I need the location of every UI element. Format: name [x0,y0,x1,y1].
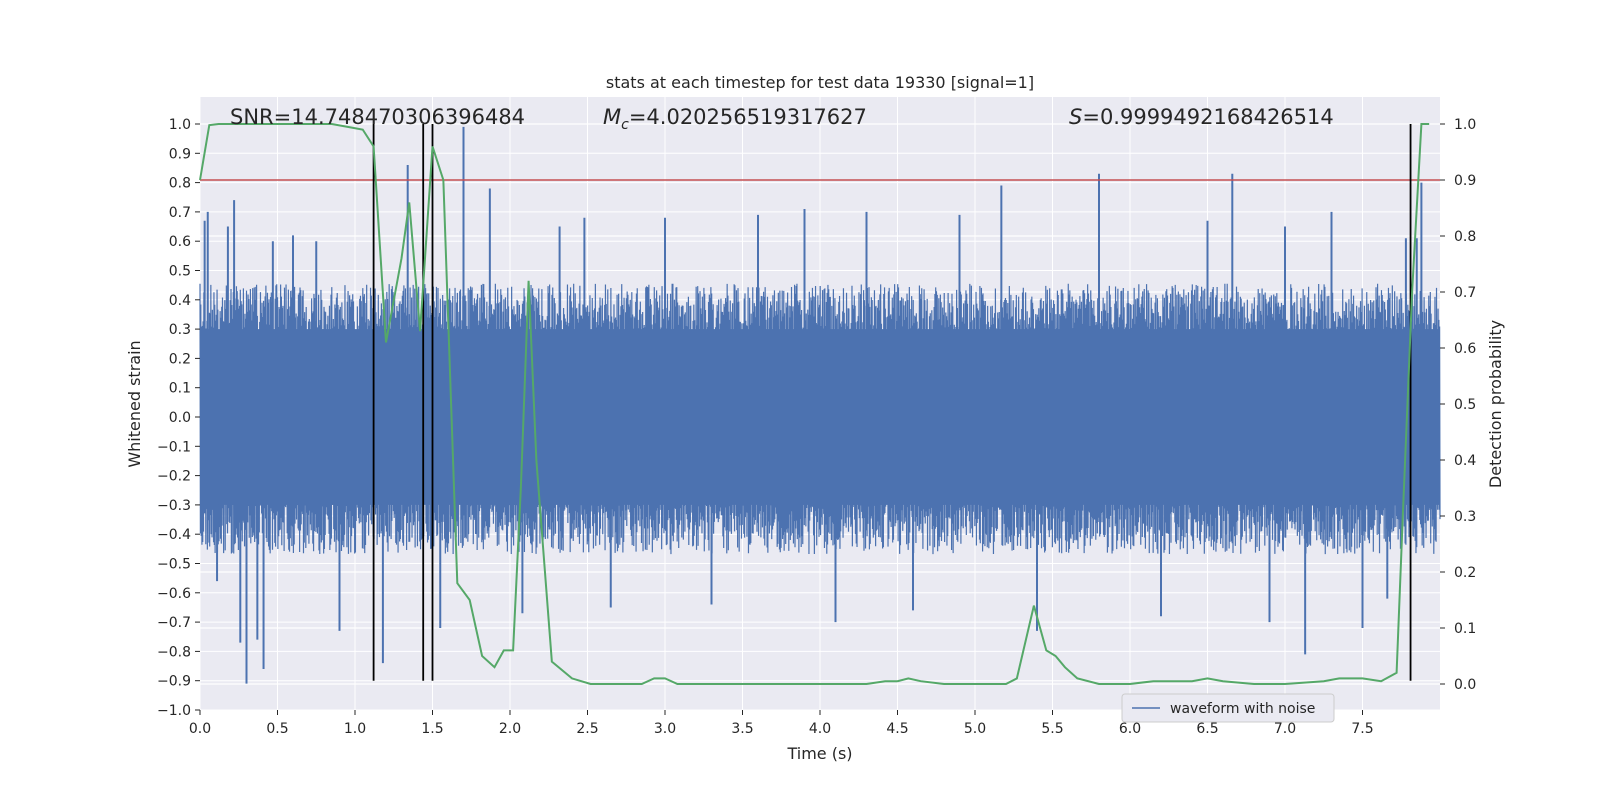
y-tick-label: −0.3 [157,498,191,514]
waveform-series [199,126,1441,684]
x-tick-label: 4.5 [886,721,908,737]
x-tick-label: 3.5 [731,721,753,737]
y-tick-label: 0.9 [169,146,191,162]
y-tick-label: −0.5 [157,557,191,573]
x-tick-label: 2.0 [499,721,521,737]
event-markers [372,124,1412,681]
legend-label: waveform with noise [1170,701,1315,717]
x-axis-label: Time (s) [786,744,852,763]
y-tick-label: −0.9 [157,674,191,690]
y-tick-label: −0.6 [157,586,191,602]
y-axis-ticks: 1.0 0.9 0.8 0.7 0.6 0.5 0.4 0.3 0.2 0.1 0.0 −0.1 −0.… [157,117,200,719]
y2-tick-label: 0.3 [1454,509,1476,525]
y-tick-label: −0.7 [157,615,191,631]
chirp-mass-value: =4.020256519317627 [629,105,867,129]
probability-line [199,123,1430,685]
y-axis-label: Whitened strain [125,340,144,467]
x-tick-label: 4.0 [809,721,831,737]
y-tick-label: 0.2 [169,351,191,367]
x-tick-label: 0.0 [189,721,211,737]
x-tick-label: 0.5 [266,721,288,737]
y-tick-label: −1.0 [157,703,191,719]
y2-tick-label: 0.9 [1454,173,1476,189]
x-tick-label: 7.0 [1274,721,1296,737]
y2-axis-ticks: 1.0 0.9 0.8 0.7 0.6 0.5 0.4 0.3 0.2 0.1 0.0 [1440,117,1476,693]
legend: waveform with noise [1121,693,1335,723]
probability-series [199,123,1430,685]
score-value: =0.9999492168426514 [1082,105,1333,129]
y2-tick-label: 1.0 [1454,117,1476,133]
x-tick-label: 6.0 [1119,721,1141,737]
chart-title: stats at each timestep for test data 193… [606,73,1034,92]
y-tick-label: 0.5 [169,264,191,280]
y-tick-label: 0.1 [169,381,191,397]
y-tick-label: 0.7 [169,205,191,221]
y2-tick-label: 0.1 [1454,621,1476,637]
score-annotation: S=0.9999492168426514 [1069,105,1334,129]
x-tick-label: 1.0 [344,721,366,737]
x-tick-label: 6.5 [1196,721,1218,737]
x-tick-label: 3.0 [654,721,676,737]
y-tick-label: 0.0 [169,410,191,426]
chirp-mass-subscript: c [621,117,629,133]
y2-tick-label: 0.8 [1454,229,1476,245]
chirp-mass-symbol: M [603,105,621,129]
y-tick-label: 1.0 [169,117,191,133]
y-tick-label: −0.1 [157,439,191,455]
snr-annotation: SNR=14.748470306396484 [230,105,525,129]
x-tick-label: 5.0 [964,721,986,737]
x-tick-label: 7.5 [1351,721,1373,737]
y-tick-label: 0.8 [169,176,191,192]
legend-box [1121,693,1335,723]
y2-tick-label: 0.0 [1454,677,1476,693]
y2-tick-label: 0.4 [1454,453,1476,469]
x-tick-label: 2.5 [576,721,598,737]
y-tick-label: 0.4 [169,293,191,309]
y-tick-label: −0.2 [157,469,191,485]
y-tick-label: 0.3 [169,322,191,338]
score-symbol: S [1069,105,1082,129]
y2-tick-label: 0.6 [1454,341,1476,357]
y-tick-label: −0.8 [157,644,191,660]
x-tick-label: 5.5 [1041,721,1063,737]
y2-tick-label: 0.5 [1454,397,1476,413]
y-tick-label: 0.6 [169,234,191,250]
x-axis-ticks: 0.0 0.5 1.0 1.5 2.0 2.5 3.0 3.5 4.0 4.5 5.0 5.5 6.0 6… [189,710,1374,737]
y2-tick-label: 0.2 [1454,565,1476,581]
waveform-core-band [200,329,1440,505]
y2-axis-label: Detection probability [1486,320,1505,488]
y-tick-label: −0.4 [157,527,191,543]
y2-tick-label: 0.7 [1454,285,1476,301]
x-tick-label: 1.5 [421,721,443,737]
chirp-mass-annotation: Mc=4.020256519317627 [603,105,867,133]
